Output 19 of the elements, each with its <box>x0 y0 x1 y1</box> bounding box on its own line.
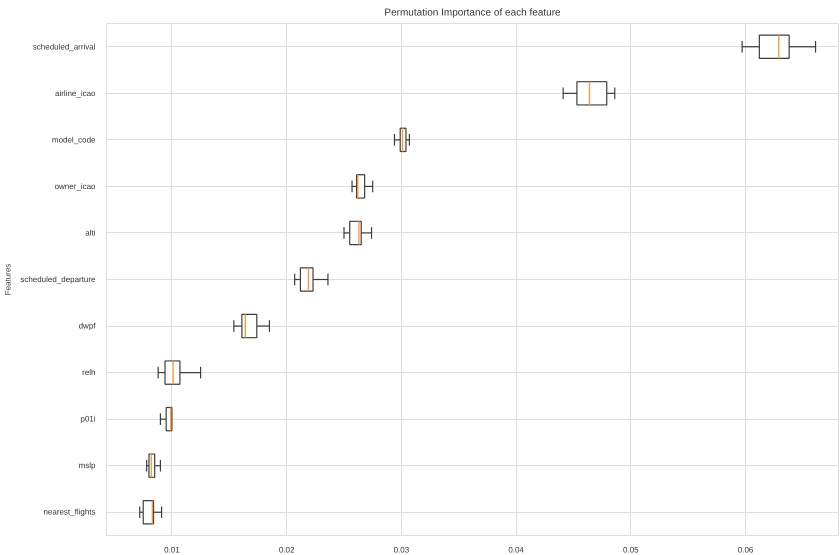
y-tick-label: scheduled_arrival <box>32 42 96 52</box>
y-tick-label: owner_icao <box>54 182 96 191</box>
y-tick-label: model_code <box>52 135 96 144</box>
x-tick-label: 0.01 <box>164 546 180 554</box>
chart-title: Permutation Importance of each feature <box>384 8 562 18</box>
y-tick-label: scheduled_departure <box>20 275 96 284</box>
y-tick-label: airline_icao <box>55 88 96 98</box>
y-tick-label: relh <box>82 368 96 378</box>
y-tick-label: alti <box>85 228 96 238</box>
x-tick-label: 0.05 <box>623 546 640 554</box>
x-tick-label: 0.04 <box>508 546 524 554</box>
x-tick-label: 0.06 <box>738 546 754 554</box>
y-tick-label: dwpf <box>78 322 96 331</box>
y-tick-label: nearest_flights <box>43 508 96 517</box>
y-axis-title: Features <box>3 264 12 296</box>
x-tick-label: 0.03 <box>394 546 410 554</box>
y-tick-label: mslp <box>78 461 96 470</box>
x-tick-label: 0.02 <box>278 546 295 554</box>
y-tick-label: p01i <box>80 414 96 424</box>
